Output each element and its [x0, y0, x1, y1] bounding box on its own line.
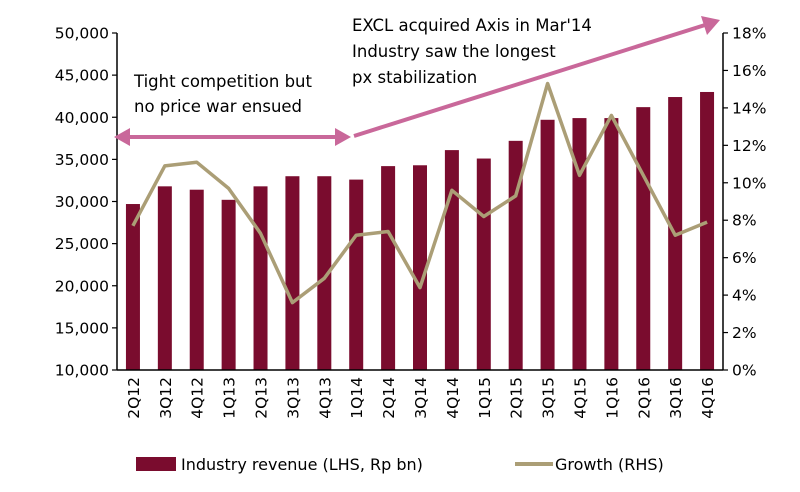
- bar-1Q13: [221, 199, 236, 370]
- bar-3Q12: [157, 186, 172, 370]
- legend-swatch-revenue: [136, 457, 176, 471]
- bar-4Q12: [189, 189, 204, 370]
- bar-1Q16: [604, 118, 619, 370]
- legend-label-growth: Growth (RHS): [555, 455, 664, 474]
- x-tick-label: 3Q15: [540, 377, 558, 419]
- annotation-left-line-2: no price war ensued: [134, 97, 302, 116]
- left-tick-label: 35,000: [55, 151, 109, 169]
- bar-3Q13: [285, 176, 300, 370]
- x-tick-label: 1Q16: [603, 377, 621, 419]
- x-tick-label: 4Q14: [444, 377, 462, 419]
- growth-line: [131, 81, 708, 305]
- x-tick-label: 2Q13: [253, 377, 271, 419]
- x-tick-label: 4Q12: [189, 377, 207, 419]
- bar-3Q14: [413, 165, 427, 370]
- bar-3Q15: [540, 119, 555, 370]
- right-tick-label: 14%: [732, 99, 766, 117]
- right-tick-label: 0%: [732, 362, 757, 380]
- x-tick-label: 1Q15: [476, 377, 494, 419]
- legend-label-revenue: Industry revenue (LHS, Rp bn): [181, 455, 423, 474]
- legend: Industry revenue (LHS, Rp bn) Growth (RH…: [136, 455, 664, 474]
- annotation-trend-arrow-head: [701, 16, 720, 35]
- right-tick-label: 16%: [732, 62, 766, 80]
- right-axis-ticks: 0% 2% 4% 6% 8% 10% 12% 14% 16% 18%: [723, 25, 766, 380]
- x-axis-ticks: 2Q12 3Q12 4Q12 1Q13 2Q13 3Q13 4Q13 1Q14 2Q14 3Q14…: [125, 377, 717, 419]
- right-tick-label: 10%: [732, 174, 766, 192]
- x-tick-label: 1Q13: [221, 377, 239, 419]
- annotation-right-line-1: EXCL acquired Axis in Mar'14: [352, 16, 592, 35]
- bar-4Q15: [572, 118, 587, 370]
- line-series: [131, 81, 708, 305]
- right-tick-label: 4%: [732, 287, 757, 305]
- x-tick-label: 3Q16: [667, 377, 685, 419]
- x-tick-label: 2Q15: [508, 377, 526, 419]
- x-tick-label: 2Q12: [125, 377, 143, 419]
- x-tick-label: 4Q16: [699, 377, 717, 419]
- left-axis-ticks: 10,000 15,000 20,000 25,000 30,000 35,000 40,0…: [55, 25, 117, 380]
- left-tick-label: 15,000: [55, 319, 109, 337]
- left-tick-label: 10,000: [55, 362, 109, 380]
- x-tick-label: 2Q16: [635, 377, 653, 419]
- x-tick-label: 4Q13: [316, 377, 334, 419]
- right-tick-label: 12%: [732, 137, 766, 155]
- left-tick-label: 45,000: [55, 67, 109, 85]
- right-tick-label: 18%: [732, 25, 766, 43]
- bar-2Q12: [125, 204, 140, 370]
- right-tick-label: 6%: [732, 249, 757, 267]
- bar-series: [125, 91, 715, 370]
- bar-1Q15: [476, 158, 491, 370]
- x-tick-label: 3Q13: [284, 377, 302, 419]
- right-tick-label: 2%: [732, 324, 757, 342]
- bar-2Q14: [381, 166, 396, 370]
- bar-2Q16: [636, 107, 651, 370]
- x-tick-label: 2Q14: [380, 377, 398, 419]
- annotation-right-line-3: px stabilization: [352, 68, 477, 87]
- annotation-left-line-1: Tight competition but: [133, 72, 313, 91]
- x-tick-label: 1Q14: [348, 377, 366, 419]
- x-tick-label: 3Q14: [412, 377, 430, 419]
- x-tick-label: 4Q15: [571, 377, 589, 419]
- right-tick-label: 8%: [732, 212, 757, 230]
- left-tick-label: 25,000: [55, 235, 109, 253]
- left-tick-label: 20,000: [55, 277, 109, 295]
- annotation-trend-arrow-line: [353, 23, 706, 138]
- annotation-right-line-2: Industry saw the longest: [352, 42, 556, 61]
- bar-4Q13: [317, 176, 332, 370]
- left-tick-label: 50,000: [55, 25, 109, 43]
- bar-1Q14: [349, 179, 364, 370]
- bar-4Q14: [444, 150, 459, 370]
- annotation-arrow-head-right: [335, 128, 351, 146]
- x-tick-label: 3Q12: [157, 377, 175, 419]
- left-tick-label: 40,000: [55, 109, 109, 127]
- annotations: Tight competition but no price war ensue…: [114, 16, 720, 146]
- left-tick-label: 30,000: [55, 193, 109, 211]
- annotation-arrow-head-left: [114, 128, 130, 146]
- bar-2Q13: [253, 186, 268, 370]
- bar-4Q16: [700, 91, 715, 370]
